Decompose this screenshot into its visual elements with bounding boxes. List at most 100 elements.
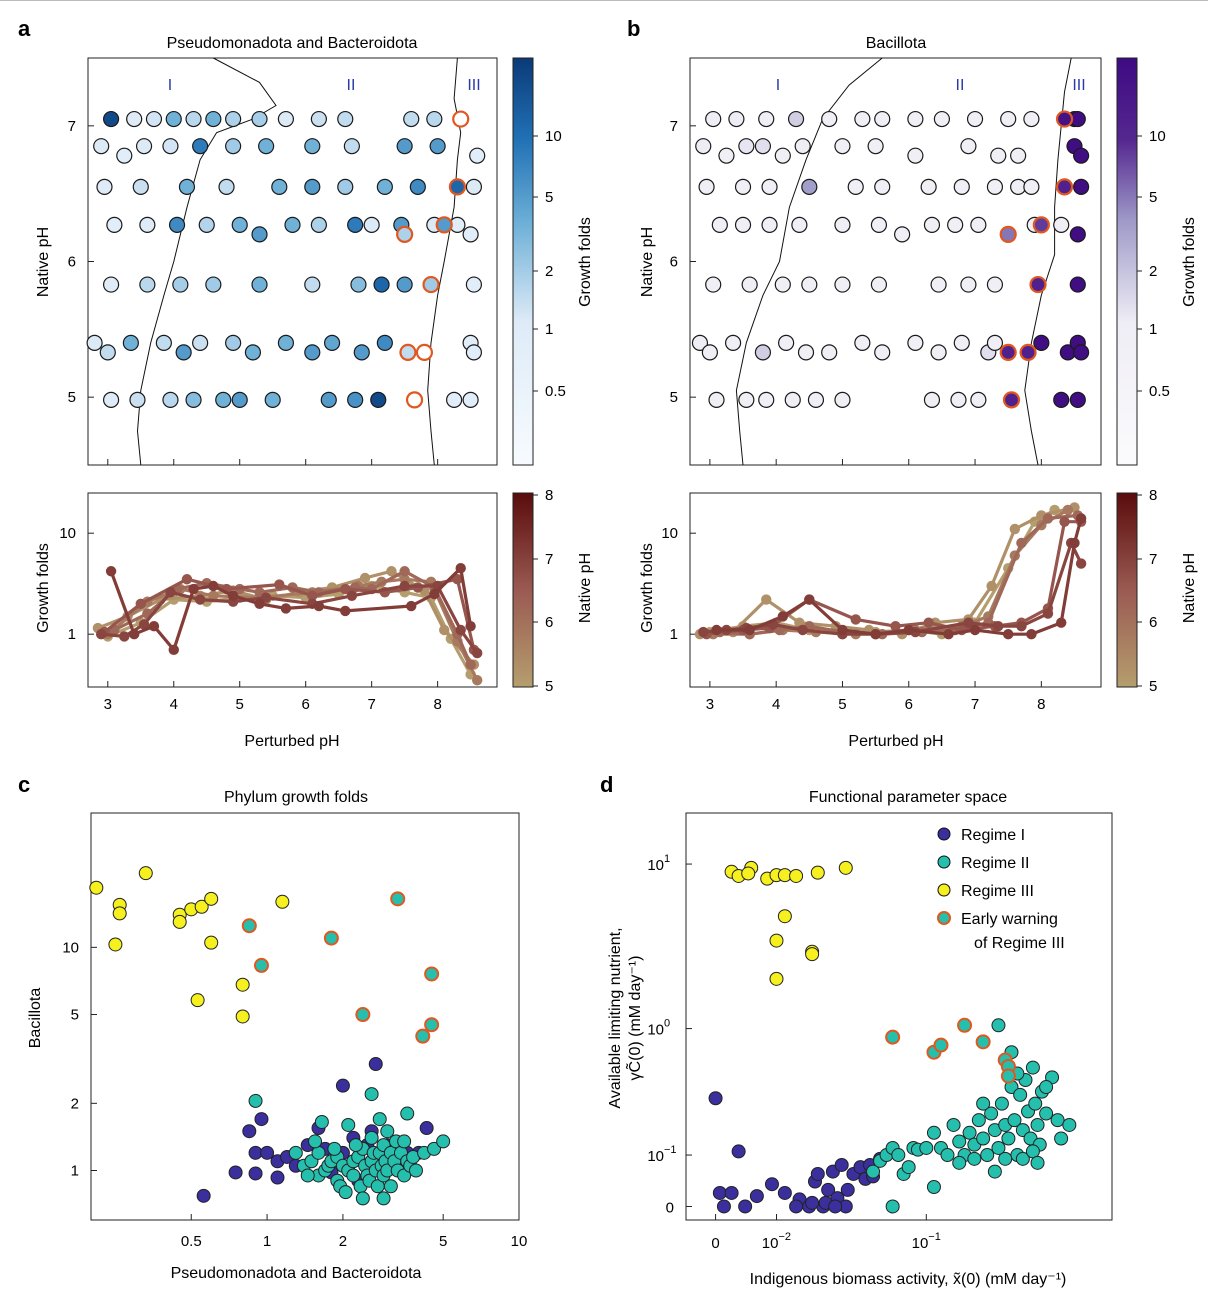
data-point — [106, 216, 123, 233]
series-point — [1042, 608, 1054, 619]
panel-a-bottom-ylabel: Growth folds — [35, 543, 52, 633]
data-point — [162, 391, 179, 408]
regime-3-point — [235, 977, 250, 992]
data-point — [304, 344, 321, 361]
data-point — [218, 178, 235, 195]
colorbar-b-label: Growth folds — [1181, 217, 1198, 307]
panel-d-title: Functional parameter space — [809, 789, 1007, 806]
series-point — [711, 624, 722, 636]
panel-c-xlabel: Pseudomonadota and Bacteroidota — [171, 1265, 422, 1282]
y-tick-label: 7 — [670, 118, 678, 135]
data-point — [215, 391, 232, 408]
regime-1-point — [840, 1182, 855, 1197]
data-point — [426, 110, 443, 128]
regime-1-point — [270, 1170, 285, 1185]
panel-d-legend: Regime I Regime II Regime III Early warn… — [937, 827, 1065, 952]
legend-label-regime-1: Regime I — [961, 827, 1025, 844]
data-point — [465, 276, 483, 293]
regime-2-point — [348, 1138, 363, 1153]
regime-1-point — [738, 1199, 753, 1214]
regime-1-point — [708, 1091, 723, 1106]
data-point — [116, 147, 133, 164]
regime-3-point — [789, 868, 804, 883]
data-point — [320, 391, 337, 408]
data-point — [708, 391, 725, 408]
regime-3-point — [275, 894, 290, 909]
warning-point — [422, 275, 440, 294]
data-point — [376, 178, 393, 195]
regime-3-point — [112, 906, 127, 921]
data-point — [373, 276, 390, 293]
series-point — [986, 580, 997, 592]
panel-b-title: Bacillota — [866, 35, 927, 52]
data-point — [821, 110, 838, 128]
data-point — [1000, 110, 1017, 128]
data-point — [1033, 334, 1050, 351]
colorbar-b-tick: 5 — [1149, 189, 1157, 206]
warning-point — [241, 918, 257, 934]
regime-3-point — [204, 935, 219, 950]
regime-2-point — [987, 1164, 1002, 1179]
data-point — [347, 391, 364, 408]
regime-2-point — [952, 1134, 967, 1149]
data-point — [986, 334, 1004, 351]
data-point — [446, 391, 463, 408]
data-point — [801, 178, 818, 195]
regime-2-point — [380, 1124, 395, 1139]
regime-2-point — [1039, 1106, 1054, 1121]
series-point — [399, 580, 410, 592]
data-point — [225, 334, 242, 351]
data-point — [337, 110, 354, 128]
data-point — [175, 344, 192, 361]
data-point — [102, 391, 120, 408]
series-point — [429, 588, 440, 600]
regime-2-point — [940, 1148, 955, 1163]
data-point — [754, 344, 772, 361]
legend-label-warning-2: of Regime III — [974, 935, 1065, 952]
regime-2-point — [1025, 1060, 1040, 1075]
series-point — [837, 624, 848, 636]
data-point — [923, 391, 941, 408]
data-point — [129, 391, 146, 408]
warning-point — [448, 178, 467, 196]
regime-1-point — [834, 1157, 849, 1172]
data-point — [1073, 147, 1090, 164]
series-point — [993, 620, 1004, 632]
colorbar-a-tick: 1 — [545, 321, 553, 338]
panel-b-xlabel: Perturbed pH — [848, 733, 943, 750]
data-point — [225, 138, 242, 155]
data-point — [950, 391, 967, 408]
series-point — [119, 631, 130, 642]
data-point — [854, 334, 871, 351]
regime-1-point — [828, 1199, 843, 1214]
regime-1-point — [419, 1121, 434, 1136]
y-tick-label: 10 — [647, 1022, 664, 1039]
y-tick-label: 0 — [666, 1199, 674, 1216]
data-point — [102, 110, 120, 128]
data-point — [271, 178, 288, 195]
data-point — [1069, 391, 1086, 408]
regime-3-point — [89, 880, 104, 895]
regime-2-point — [408, 1163, 423, 1178]
y-tick-label: 6 — [670, 254, 678, 271]
data-point — [821, 344, 838, 361]
data-point — [343, 138, 360, 155]
data-point — [465, 344, 483, 361]
colorbar-a-bottom — [512, 492, 534, 688]
regime-3-point — [138, 866, 153, 881]
colorbar-b-bottom-tick: 6 — [1149, 614, 1157, 631]
data-point — [363, 216, 380, 233]
regime-2-point — [346, 1168, 361, 1183]
regime-3-point — [194, 899, 209, 914]
data-point — [178, 178, 196, 195]
regime-3-point — [190, 993, 205, 1008]
colorbar-a-bottom-ticks: 8 7 6 5 — [545, 487, 553, 695]
series-point — [969, 624, 981, 636]
data-point — [429, 138, 446, 155]
panel-letter-a: a — [18, 16, 31, 41]
data-point — [323, 334, 341, 351]
colorbar-b-bottom-ticks: 8 7 6 5 — [1149, 487, 1157, 695]
data-point — [711, 216, 728, 233]
x-tick-exponent: −1 — [928, 1231, 941, 1243]
y-tick-label: 5 — [670, 389, 678, 406]
